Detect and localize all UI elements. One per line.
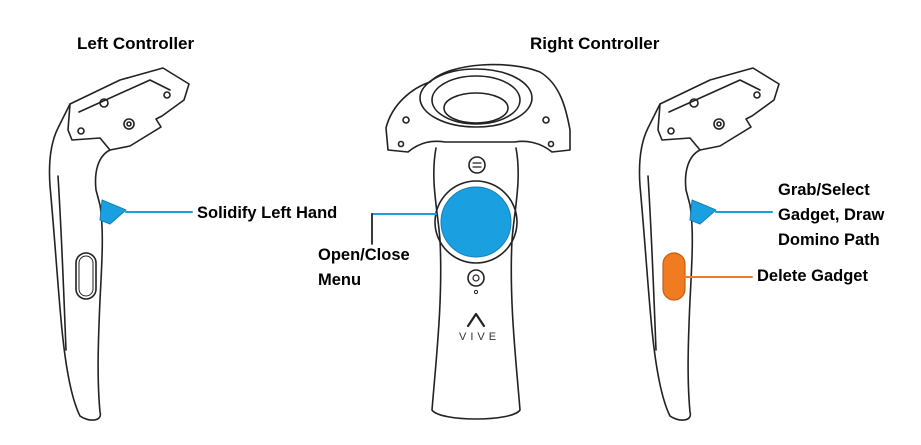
vive-logo-icon <box>466 312 486 328</box>
right-sensor-2 <box>542 116 550 124</box>
left-controller-ring-edge <box>67 103 111 151</box>
solidify-label-text: Solidify Left Hand <box>197 204 338 222</box>
left-controller-title: Left Controller <box>77 34 195 53</box>
left-sensor-4 <box>163 91 171 99</box>
solidify-label: Solidify Left Hand <box>197 201 337 226</box>
right-sensor-3 <box>397 140 405 148</box>
menu-label-line-1: Open/Close <box>318 246 410 264</box>
grab-controller-ring-edge <box>657 103 701 151</box>
grab-controller <box>638 67 780 421</box>
grab-sensor-1 <box>689 98 699 108</box>
menu-label-line-2: Menu <box>318 271 362 289</box>
grab-sensor-2 <box>713 118 725 130</box>
right-controller-ring <box>385 63 571 153</box>
grab-sensor-3 <box>716 121 722 127</box>
status-led <box>473 289 479 295</box>
vive-brand-text: VIVE <box>459 331 501 343</box>
left-controller-ring-inner <box>78 79 171 113</box>
grab-sensor-4 <box>753 91 761 99</box>
system-button-icon <box>472 274 480 282</box>
left-controller-body <box>48 67 190 421</box>
left-sensor-3 <box>126 121 132 127</box>
menu-label: Open/Close Menu <box>318 243 410 293</box>
left-sensor-2 <box>123 118 135 130</box>
grab-trigger <box>689 199 717 225</box>
left-sensor-1 <box>99 98 109 108</box>
grab-label-line-1: Grab/Select <box>778 181 870 199</box>
left-sensor-5 <box>77 127 85 135</box>
delete-label-text: Delete Gadget <box>757 267 868 285</box>
left-controller <box>48 67 193 421</box>
right-ring-lens-mid <box>431 75 521 125</box>
right-sensor-4 <box>547 140 555 148</box>
right-sensor-1 <box>402 116 410 124</box>
right-ring-lens-outer <box>419 68 533 128</box>
right-controller-handle <box>431 147 521 420</box>
grab-sensor-5 <box>667 127 675 135</box>
right-controller <box>371 63 571 420</box>
delete-label: Delete Gadget <box>757 264 868 289</box>
trackpad <box>440 186 512 258</box>
left-controller-side-seam <box>57 175 67 351</box>
grab-controller-body <box>638 67 780 421</box>
system-button <box>467 269 485 287</box>
left-grip-button <box>75 252 97 300</box>
grab-label-line-2: Gadget, Draw <box>778 206 885 224</box>
grab-label-line-3: Domino Path <box>778 231 880 249</box>
right-ring-lens-inner <box>443 92 509 124</box>
right-controller-title: Right Controller <box>530 34 660 53</box>
grip-button <box>662 252 686 301</box>
left-grip-button-inner <box>78 255 94 297</box>
left-trigger <box>99 199 127 225</box>
grab-controller-ring-inner <box>668 79 761 113</box>
menu-button <box>468 156 486 174</box>
grab-label: Grab/Select Gadget, Draw Domino Path <box>778 178 884 253</box>
grab-controller-side-seam <box>647 175 657 351</box>
trackpad-bezel <box>434 180 518 264</box>
